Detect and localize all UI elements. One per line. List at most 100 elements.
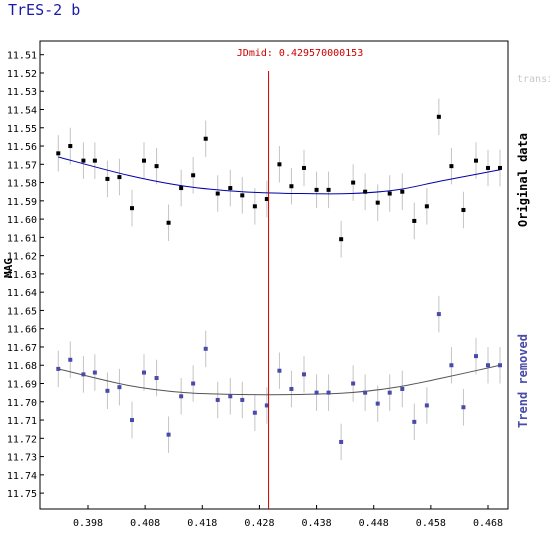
- y-tick-label: 11.52: [7, 69, 37, 80]
- trend-removed-point: [436, 312, 441, 317]
- trend-removed-point: [314, 390, 319, 395]
- original-data-point: [474, 158, 478, 163]
- y-tick-label: 11.55: [7, 124, 37, 135]
- trend-removed-point: [326, 390, 331, 395]
- original-data-point: [363, 189, 368, 194]
- y-tick-label: 11.75: [7, 489, 37, 500]
- original-data-point: [339, 237, 344, 242]
- y-tick-label: 11.60: [7, 215, 37, 226]
- original-data-point: [387, 191, 392, 196]
- trend-removed-point: [400, 386, 405, 391]
- trend-removed-point: [240, 397, 245, 402]
- y-tick-label: 11.69: [7, 380, 37, 391]
- original-data-point: [92, 158, 97, 163]
- legend-original-data: Original data: [516, 133, 530, 227]
- trend-removed-point: [179, 394, 184, 399]
- original-data-point: [424, 204, 429, 209]
- original-data-point: [68, 144, 73, 149]
- trend-removed-point: [191, 381, 196, 386]
- original-data-point: [105, 176, 110, 181]
- error-bars: [57, 98, 501, 461]
- x-tick-label: 0.438: [302, 518, 332, 529]
- trend-removed-point: [68, 357, 73, 362]
- data-points: [56, 114, 502, 444]
- original-data-point: [326, 187, 331, 192]
- original-data-point: [412, 218, 417, 223]
- y-tick-label: 11.62: [7, 252, 37, 263]
- y-tick-label: 11.72: [7, 434, 37, 445]
- original-data-point: [252, 204, 257, 209]
- plot-frame: [39, 40, 509, 510]
- trend-removed-point: [277, 368, 282, 373]
- trend-removed-point: [474, 354, 478, 359]
- y-tick-label: 11.71: [7, 416, 37, 427]
- trend-removed-point: [289, 386, 294, 391]
- y-tick-label: 11.53: [7, 87, 37, 98]
- original-data-point: [179, 186, 184, 191]
- original-data-point: [289, 184, 294, 189]
- trend-removed-point: [81, 372, 86, 377]
- original-data-point: [142, 158, 146, 163]
- x-tick-label: 0.408: [130, 518, 160, 529]
- faint-label: transi: [517, 74, 550, 85]
- y-tick-label: 11.57: [7, 160, 37, 171]
- trend-removed-point: [302, 372, 306, 377]
- y-tick-label: 11.58: [7, 179, 37, 190]
- trend-removed-point: [166, 432, 171, 437]
- y-tick-label: 11.59: [7, 197, 37, 208]
- original-data-point: [191, 173, 196, 178]
- trend-removed-point: [498, 363, 502, 368]
- x-tick-label: 0.458: [416, 518, 446, 529]
- y-tick-label: 11.64: [7, 288, 37, 299]
- x-tick-label: 0.468: [473, 518, 503, 529]
- original-data-point: [154, 164, 159, 169]
- original-data-point: [449, 164, 454, 169]
- trend-lines: [58, 156, 501, 396]
- original-data-point: [215, 191, 220, 196]
- trend-removed-point: [264, 403, 269, 408]
- y-tick-label: 11.56: [7, 142, 37, 153]
- trend-removed-point: [387, 390, 392, 395]
- original-data-point: [240, 193, 245, 198]
- original-data-point: [400, 189, 405, 194]
- y-tick-label: 11.73: [7, 453, 37, 464]
- trend-removed-point: [203, 346, 208, 351]
- original-data-point: [302, 165, 306, 170]
- trend-removed-point: [375, 401, 380, 406]
- trend-removed-point: [92, 370, 97, 375]
- original-data-point: [436, 114, 441, 119]
- original-data-point: [498, 165, 502, 170]
- trend-line-1: [58, 364, 501, 396]
- trend-removed-point: [412, 419, 417, 424]
- y-tick-label: 11.74: [7, 471, 37, 482]
- original-data-point: [351, 180, 356, 185]
- original-data-point: [81, 158, 86, 163]
- trend-removed-point: [424, 403, 429, 408]
- y-tick-label: 11.61: [7, 233, 37, 244]
- x-axis: 0.398 0.408 0.418 0.428 0.438 0.448 0.458 0.468: [73, 505, 503, 529]
- trend-removed-point: [486, 363, 490, 368]
- original-data-point: [228, 186, 233, 191]
- x-tick-label: 0.418: [187, 518, 217, 529]
- original-data-point: [166, 220, 171, 225]
- trend-removed-point: [130, 418, 134, 423]
- trend-removed-point: [461, 405, 466, 410]
- original-data-point: [56, 151, 61, 156]
- original-data-point: [277, 162, 282, 167]
- trend-removed-point: [56, 366, 61, 371]
- original-data-point: [130, 206, 134, 211]
- original-data-point: [375, 200, 380, 205]
- original-data-point: [203, 136, 208, 141]
- y-tick-label: 11.63: [7, 270, 37, 281]
- trend-removed-point: [228, 394, 233, 399]
- trend-removed-point: [142, 370, 146, 375]
- trend-removed-point: [351, 381, 356, 386]
- original-data-point: [117, 175, 122, 180]
- jdmid-label: JDmid: 0.429570000153: [237, 48, 363, 59]
- y-axis: 11.51 11.52 11.53 11.54 11.55 11.56 11.57 11.58…: [7, 51, 44, 500]
- y-tick-label: 11.54: [7, 106, 37, 117]
- trend-removed-point: [252, 410, 257, 415]
- legend-trend-removed: Trend removed: [516, 334, 530, 428]
- y-tick-label: 11.67: [7, 343, 37, 354]
